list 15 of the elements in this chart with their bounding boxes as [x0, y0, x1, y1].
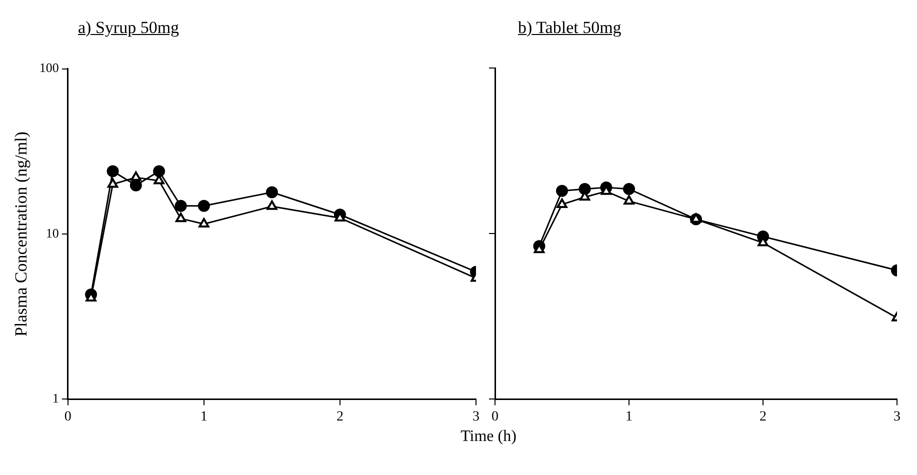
chart-title: b) Tablet 50mg: [517, 17, 622, 39]
x-tick-label: 1: [200, 409, 208, 424]
x-tick-label: 3: [894, 409, 900, 424]
y-tick-label: 10: [46, 225, 59, 240]
chart-title: a) Syrup 50mg: [77, 17, 180, 39]
x-tick-label: 0: [64, 409, 72, 424]
y-tick-label: 1: [52, 390, 59, 406]
x-tick-label: 3: [472, 409, 480, 424]
x-tick-label: 2: [760, 409, 766, 424]
x-axis-title: Time (h): [460, 428, 518, 446]
y-tick-label: 100: [39, 60, 59, 76]
x-tick-label: 0: [492, 409, 498, 424]
y-axis-title: Plasma Concentration (ng/ml): [12, 132, 31, 336]
x-tick-label: 2: [336, 409, 344, 424]
x-tick-label: 1: [626, 409, 632, 424]
